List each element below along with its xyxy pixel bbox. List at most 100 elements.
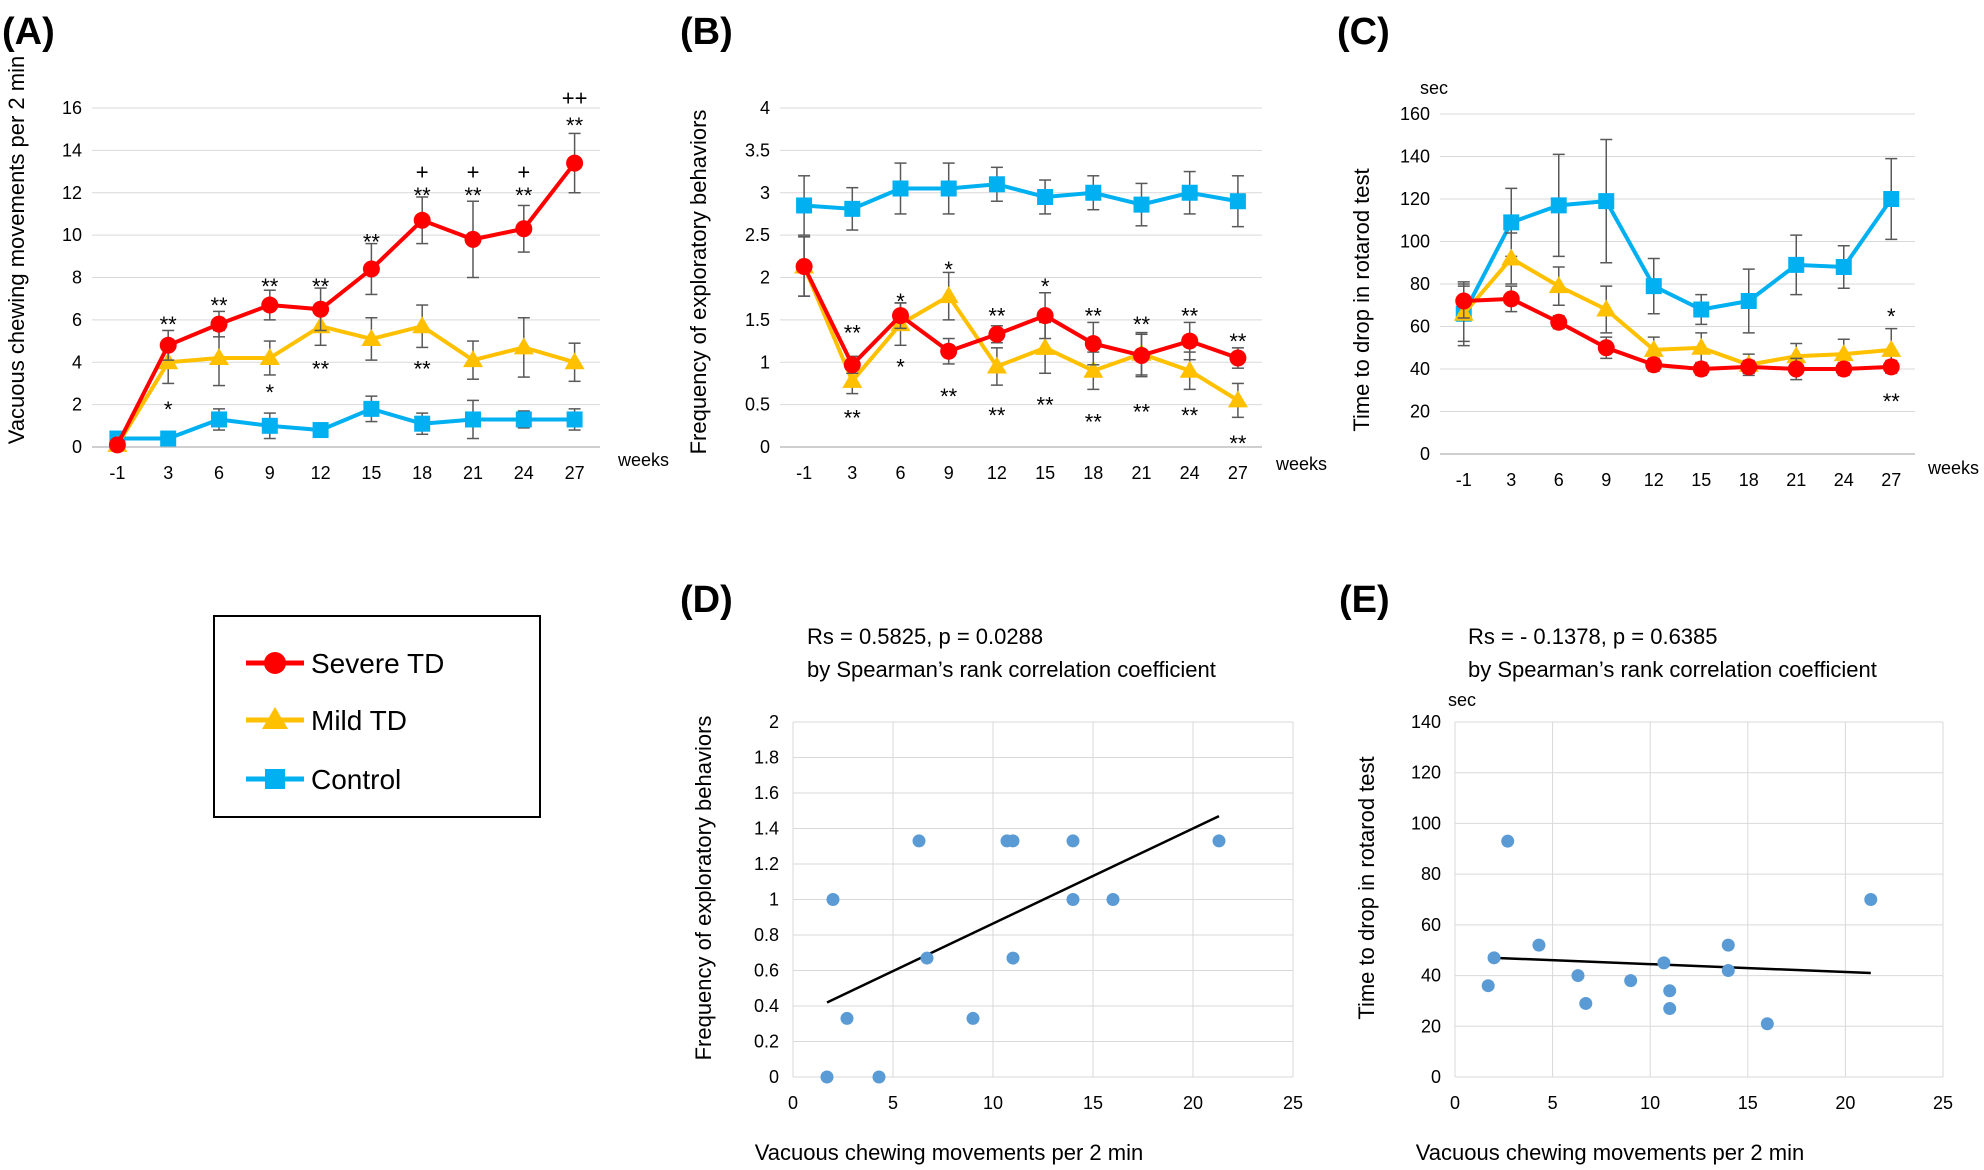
significance-label-a: **	[363, 229, 381, 254]
x-tick-label-e: 10	[1640, 1093, 1660, 1113]
x-tick-label-e: 25	[1933, 1093, 1953, 1113]
x-tick-label-c: 24	[1834, 470, 1854, 490]
legend-label-severe: Severe TD	[311, 648, 444, 679]
x-tick-label-c: 12	[1644, 470, 1664, 490]
marker-control-b	[1229, 193, 1246, 210]
marker-severe-b	[1181, 332, 1199, 350]
marker-severe-b	[1036, 307, 1054, 325]
x-tick-label-d: 5	[888, 1093, 898, 1113]
marker-severe-b	[843, 356, 861, 374]
significance-label-b: **	[1181, 304, 1199, 329]
series-line-severe-c	[1463, 296, 1892, 372]
marker-severe-c	[1787, 360, 1805, 378]
panel-a: (A) Vacuous chewing movements per 2 min …	[2, 11, 669, 483]
marker-mild-a	[259, 348, 280, 366]
series-line-control-c	[1461, 197, 1893, 315]
marker-mild-c	[1596, 299, 1617, 317]
significance-label-a: **	[566, 113, 584, 138]
marker-severe-c	[1835, 360, 1853, 378]
marker-control-c	[1835, 259, 1852, 275]
y-tick-label-a: 14	[62, 140, 82, 160]
scatter-point-d	[1066, 834, 1080, 848]
y-tick-label-a: 6	[72, 310, 82, 330]
marker-control-c	[1883, 191, 1900, 207]
unit-label-c: sec	[1420, 78, 1448, 98]
marker-mild-c	[1881, 339, 1902, 357]
scatter-point-e	[1481, 979, 1495, 993]
y-tick-label-e: 20	[1421, 1016, 1441, 1036]
marker-severe-c	[1502, 290, 1520, 308]
series-line-severe-b	[802, 265, 1239, 369]
y-tick-label-d: 2	[769, 712, 779, 732]
y-axis-title-e: Time to drop in rotarod test	[1354, 756, 1379, 1019]
marker-control-b	[1085, 184, 1102, 201]
x-tick-label-a: -1	[109, 463, 125, 483]
x-tick-label-b: 18	[1083, 463, 1103, 483]
marker-control-a	[414, 415, 431, 432]
marker-severe-a	[413, 211, 431, 229]
y-tick-label-b: 0	[760, 437, 770, 457]
x-tick-label-a: 18	[412, 463, 432, 483]
significance-label-c: **	[1883, 389, 1901, 414]
y-tick-label-c: 80	[1410, 274, 1430, 294]
y-tick-label-b: 2.5	[745, 225, 770, 245]
marker-mild-b	[986, 356, 1007, 374]
trendline-d	[826, 814, 1220, 1004]
y-tick-label-d: 0.6	[754, 961, 779, 981]
legend-label-control: Control	[311, 764, 401, 795]
panel-label-b: (B)	[680, 11, 733, 53]
marker-mild-b	[1227, 390, 1248, 408]
scatter-point-d	[920, 951, 934, 965]
marker-mild-c	[1643, 339, 1664, 357]
significance-label-b: *	[1041, 274, 1050, 299]
significance-label-b: **	[988, 403, 1006, 428]
panel-label-d: (D)	[680, 579, 733, 621]
x-tick-label-a: 3	[163, 463, 173, 483]
marker-control-b	[1037, 188, 1054, 205]
x-tick-label-b: 27	[1228, 463, 1248, 483]
scatter-point-d	[1106, 893, 1120, 906]
y-tick-label-c: 0	[1420, 444, 1430, 464]
marker-mild-a	[463, 350, 483, 368]
panel-d: (D) Rs = 0.5825, p = 0.0288 by Spearman’…	[680, 579, 1303, 1165]
scatter-point-d	[872, 1070, 886, 1084]
panel-label-c: (C)	[1337, 11, 1390, 53]
significance-label-a: **	[464, 183, 482, 208]
y-tick-label-d: 1.8	[754, 748, 779, 768]
legend-marker-control	[265, 769, 285, 789]
marker-control-c	[1740, 293, 1757, 309]
x-tick-label-e: 15	[1738, 1093, 1758, 1113]
series-line-mild-a	[115, 324, 576, 446]
scatter-point-d	[820, 1070, 834, 1084]
significance-label-a: *	[266, 380, 275, 405]
marker-control-c	[1550, 197, 1567, 214]
plot-d: 00.20.40.60.811.21.41.61.820 5 10 15 20 25	[754, 712, 1303, 1113]
series-line-mild-c	[1462, 255, 1892, 367]
marker-mild-c	[1833, 344, 1854, 362]
x-tick-label-b: 21	[1131, 463, 1151, 483]
stat-line1-d: Rs = 0.5825, p = 0.0288	[807, 624, 1043, 649]
trendline-e	[1493, 956, 1871, 975]
marker-severe-a	[108, 436, 126, 454]
y-tick-label-d: 1.2	[754, 854, 779, 874]
y-tick-label-d: 1.6	[754, 783, 779, 803]
marker-severe-a	[566, 154, 584, 172]
stat-line2-e: by Spearman’s rank correlation coefficie…	[1468, 657, 1877, 682]
marker-severe-b	[892, 307, 909, 325]
marker-control-c	[1693, 301, 1710, 318]
marker-control-b	[1133, 196, 1150, 213]
x-tick-label-d: 15	[1083, 1093, 1103, 1113]
scatter-point-e	[1624, 974, 1638, 988]
marker-control-b	[796, 197, 813, 214]
scatter-point-e	[1579, 996, 1593, 1010]
x-tick-label-c: 27	[1881, 470, 1901, 490]
marker-severe-c	[1882, 358, 1900, 376]
marker-severe-c	[1645, 356, 1663, 374]
y-tick-label-e: 140	[1411, 712, 1441, 732]
significance-label-b: **	[940, 384, 958, 409]
y-tick-label-b: 1.5	[745, 310, 770, 330]
significance-label-b: **	[1133, 312, 1151, 337]
legend: Severe TD Mild TD Control	[213, 615, 541, 818]
significance-label-a: +	[517, 160, 530, 185]
y-tick-label-c: 40	[1410, 359, 1430, 379]
